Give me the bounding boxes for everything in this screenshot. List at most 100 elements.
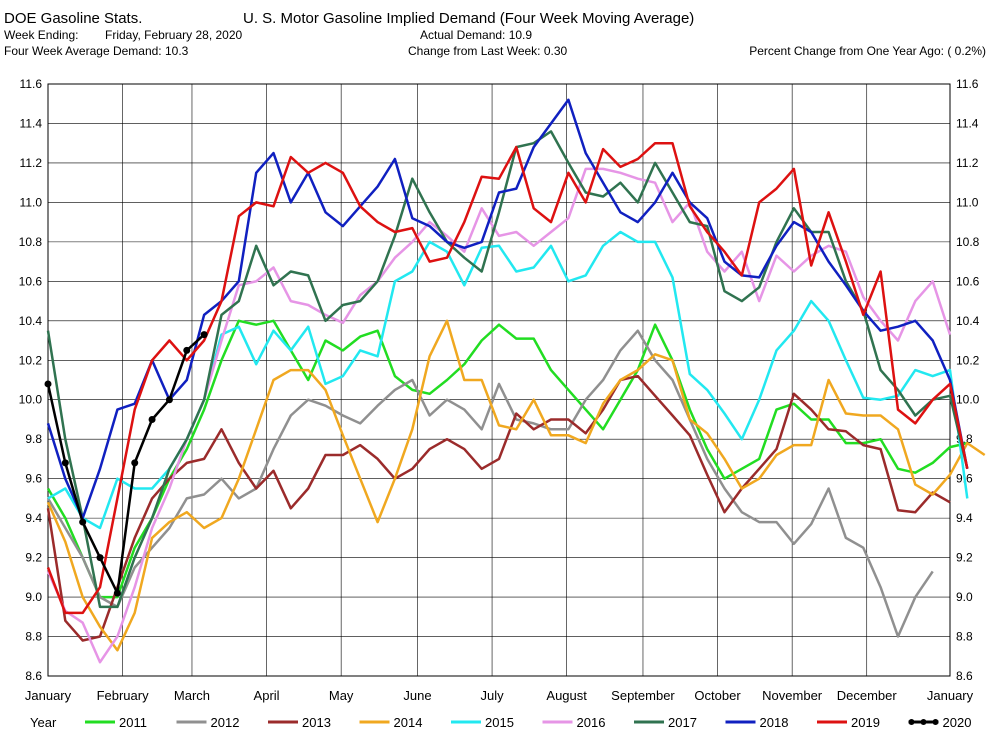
y-tick-label-left: 10.8: [19, 235, 43, 249]
series-line-2019: [46, 141, 969, 615]
y-tick-label-right: 10.8: [956, 235, 980, 249]
month-label: March: [174, 688, 210, 703]
series-2016: [46, 167, 952, 664]
four-week-average: Four Week Average Demand: 10.3: [4, 44, 189, 58]
y-tick-label-right: 9.4: [956, 511, 973, 525]
y-tick-label-left: 11.6: [20, 77, 43, 91]
y-tick-label-right: 9.2: [956, 551, 973, 565]
series-2020: [44, 331, 208, 597]
series-point-2020: [200, 331, 208, 339]
y-tick-label-left: 9.4: [25, 511, 42, 525]
series-2018: [46, 98, 969, 520]
y-tick-label-left: 9.0: [25, 590, 42, 604]
legend-label-2011: 2011: [119, 715, 147, 730]
y-tick-label-right: 9.0: [956, 590, 973, 604]
y-tick-label-left: 11.0: [20, 195, 43, 209]
series-point-2020: [61, 459, 69, 467]
series-2011: [46, 319, 968, 599]
series-line-2020: [46, 333, 205, 595]
month-label: September: [611, 688, 675, 703]
month-label: December: [837, 688, 898, 703]
chart-grid: [48, 83, 950, 677]
y-tick-label-left: 9.8: [25, 432, 42, 446]
chart-title: U. S. Motor Gasoline Implied Demand (Fou…: [243, 10, 695, 27]
month-label: May: [329, 688, 354, 703]
series-line-2016: [46, 167, 952, 664]
series-line-2014: [46, 319, 986, 652]
y-tick-label-left: 10.0: [19, 393, 43, 407]
legend-label-2018: 2018: [760, 715, 789, 730]
series-2014: [46, 319, 986, 652]
y-tick-label-right: 11.4: [956, 116, 979, 130]
y-tick-label-left: 9.6: [25, 472, 42, 486]
series-point-2020: [183, 346, 191, 354]
y-tick-label-right: 10.0: [956, 393, 980, 407]
series-line-2017: [46, 130, 969, 609]
series-2019: [46, 141, 969, 615]
month-label: October: [694, 688, 741, 703]
y-tick-label-right: 11.0: [956, 195, 979, 209]
y-tick-label-right: 8.6: [956, 669, 973, 683]
series-2017: [46, 130, 969, 609]
month-label: July: [480, 688, 504, 703]
y-tick-label-right: 11.6: [956, 77, 979, 91]
actual-demand: Actual Demand: 10.9: [420, 28, 533, 42]
series-point-2020: [148, 415, 156, 423]
y-tick-label-left: 11.4: [20, 116, 43, 130]
legend: Year 2011 2012 2013 2014 2015 2016 2017 2018 201…: [30, 715, 971, 730]
legend-label-2016: 2016: [577, 715, 606, 730]
series-2013: [46, 374, 951, 642]
legend-label-2017: 2017: [668, 715, 697, 730]
y-tick-label-right: 10.6: [956, 274, 980, 288]
month-label: August: [546, 688, 587, 703]
legend-label-2013: 2013: [302, 715, 331, 730]
y-tick-label-left: 10.2: [19, 353, 43, 367]
x-axis: January February March April May June July Augu…: [25, 688, 974, 703]
series-point-2020: [113, 589, 121, 597]
y-axis: 8.6 8.68.8 8.89.0 9.09.2 9.29.4 9.49.6 9.69.8 9…: [19, 77, 980, 683]
series-line-2012: [46, 329, 934, 638]
legend-label-2012: 2012: [211, 715, 240, 730]
week-ending-label: Week Ending:: [4, 28, 79, 42]
month-label: April: [254, 688, 280, 703]
month-label: January: [25, 688, 72, 703]
y-tick-label-right: 8.8: [956, 630, 973, 644]
y-tick-label-left: 10.4: [19, 314, 43, 328]
y-tick-label-right: 10.4: [956, 314, 980, 328]
y-tick-label-left: 8.8: [25, 630, 42, 644]
y-tick-label-left: 11.2: [20, 156, 43, 170]
series-layer: [44, 98, 986, 664]
legend-label-2015: 2015: [485, 715, 514, 730]
series-point-2020: [44, 380, 52, 388]
y-tick-label-left: 8.6: [25, 669, 42, 683]
series-point-2020: [96, 554, 104, 562]
plot-frame: [47, 83, 951, 677]
y-tick-label-right: 11.2: [956, 156, 979, 170]
legend-label-2014: 2014: [394, 715, 423, 730]
percent-change-year: Percent Change from One Year Ago: ( 0.2%…: [749, 44, 986, 58]
series-point-2020: [165, 396, 173, 404]
series-2012: [46, 329, 934, 638]
app-title: DOE Gasoline Stats.: [4, 10, 143, 27]
series-point-2020: [131, 459, 139, 467]
y-tick-label-left: 10.6: [19, 274, 43, 288]
legend-label-2020: 2020: [943, 715, 972, 730]
change-from-last-week: Change from Last Week: 0.30: [408, 44, 568, 58]
y-tick-label-left: 9.2: [25, 551, 42, 565]
month-label: February: [97, 688, 150, 703]
week-ending-value: Friday, February 28, 2020: [105, 28, 243, 42]
month-label: November: [762, 688, 823, 703]
month-label: January: [927, 688, 974, 703]
legend-marker-2020: [908, 719, 915, 725]
month-label: June: [403, 688, 431, 703]
y-tick-label-right: 10.2: [956, 353, 980, 367]
legend-title: Year: [30, 715, 57, 730]
legend-marker-2020: [920, 719, 927, 725]
legend-marker-2020: [932, 719, 939, 725]
legend-label-2019: 2019: [851, 715, 880, 730]
series-line-2013: [46, 374, 951, 642]
series-line-2018: [46, 98, 969, 520]
series-line-2011: [46, 319, 968, 599]
series-point-2020: [79, 518, 87, 526]
